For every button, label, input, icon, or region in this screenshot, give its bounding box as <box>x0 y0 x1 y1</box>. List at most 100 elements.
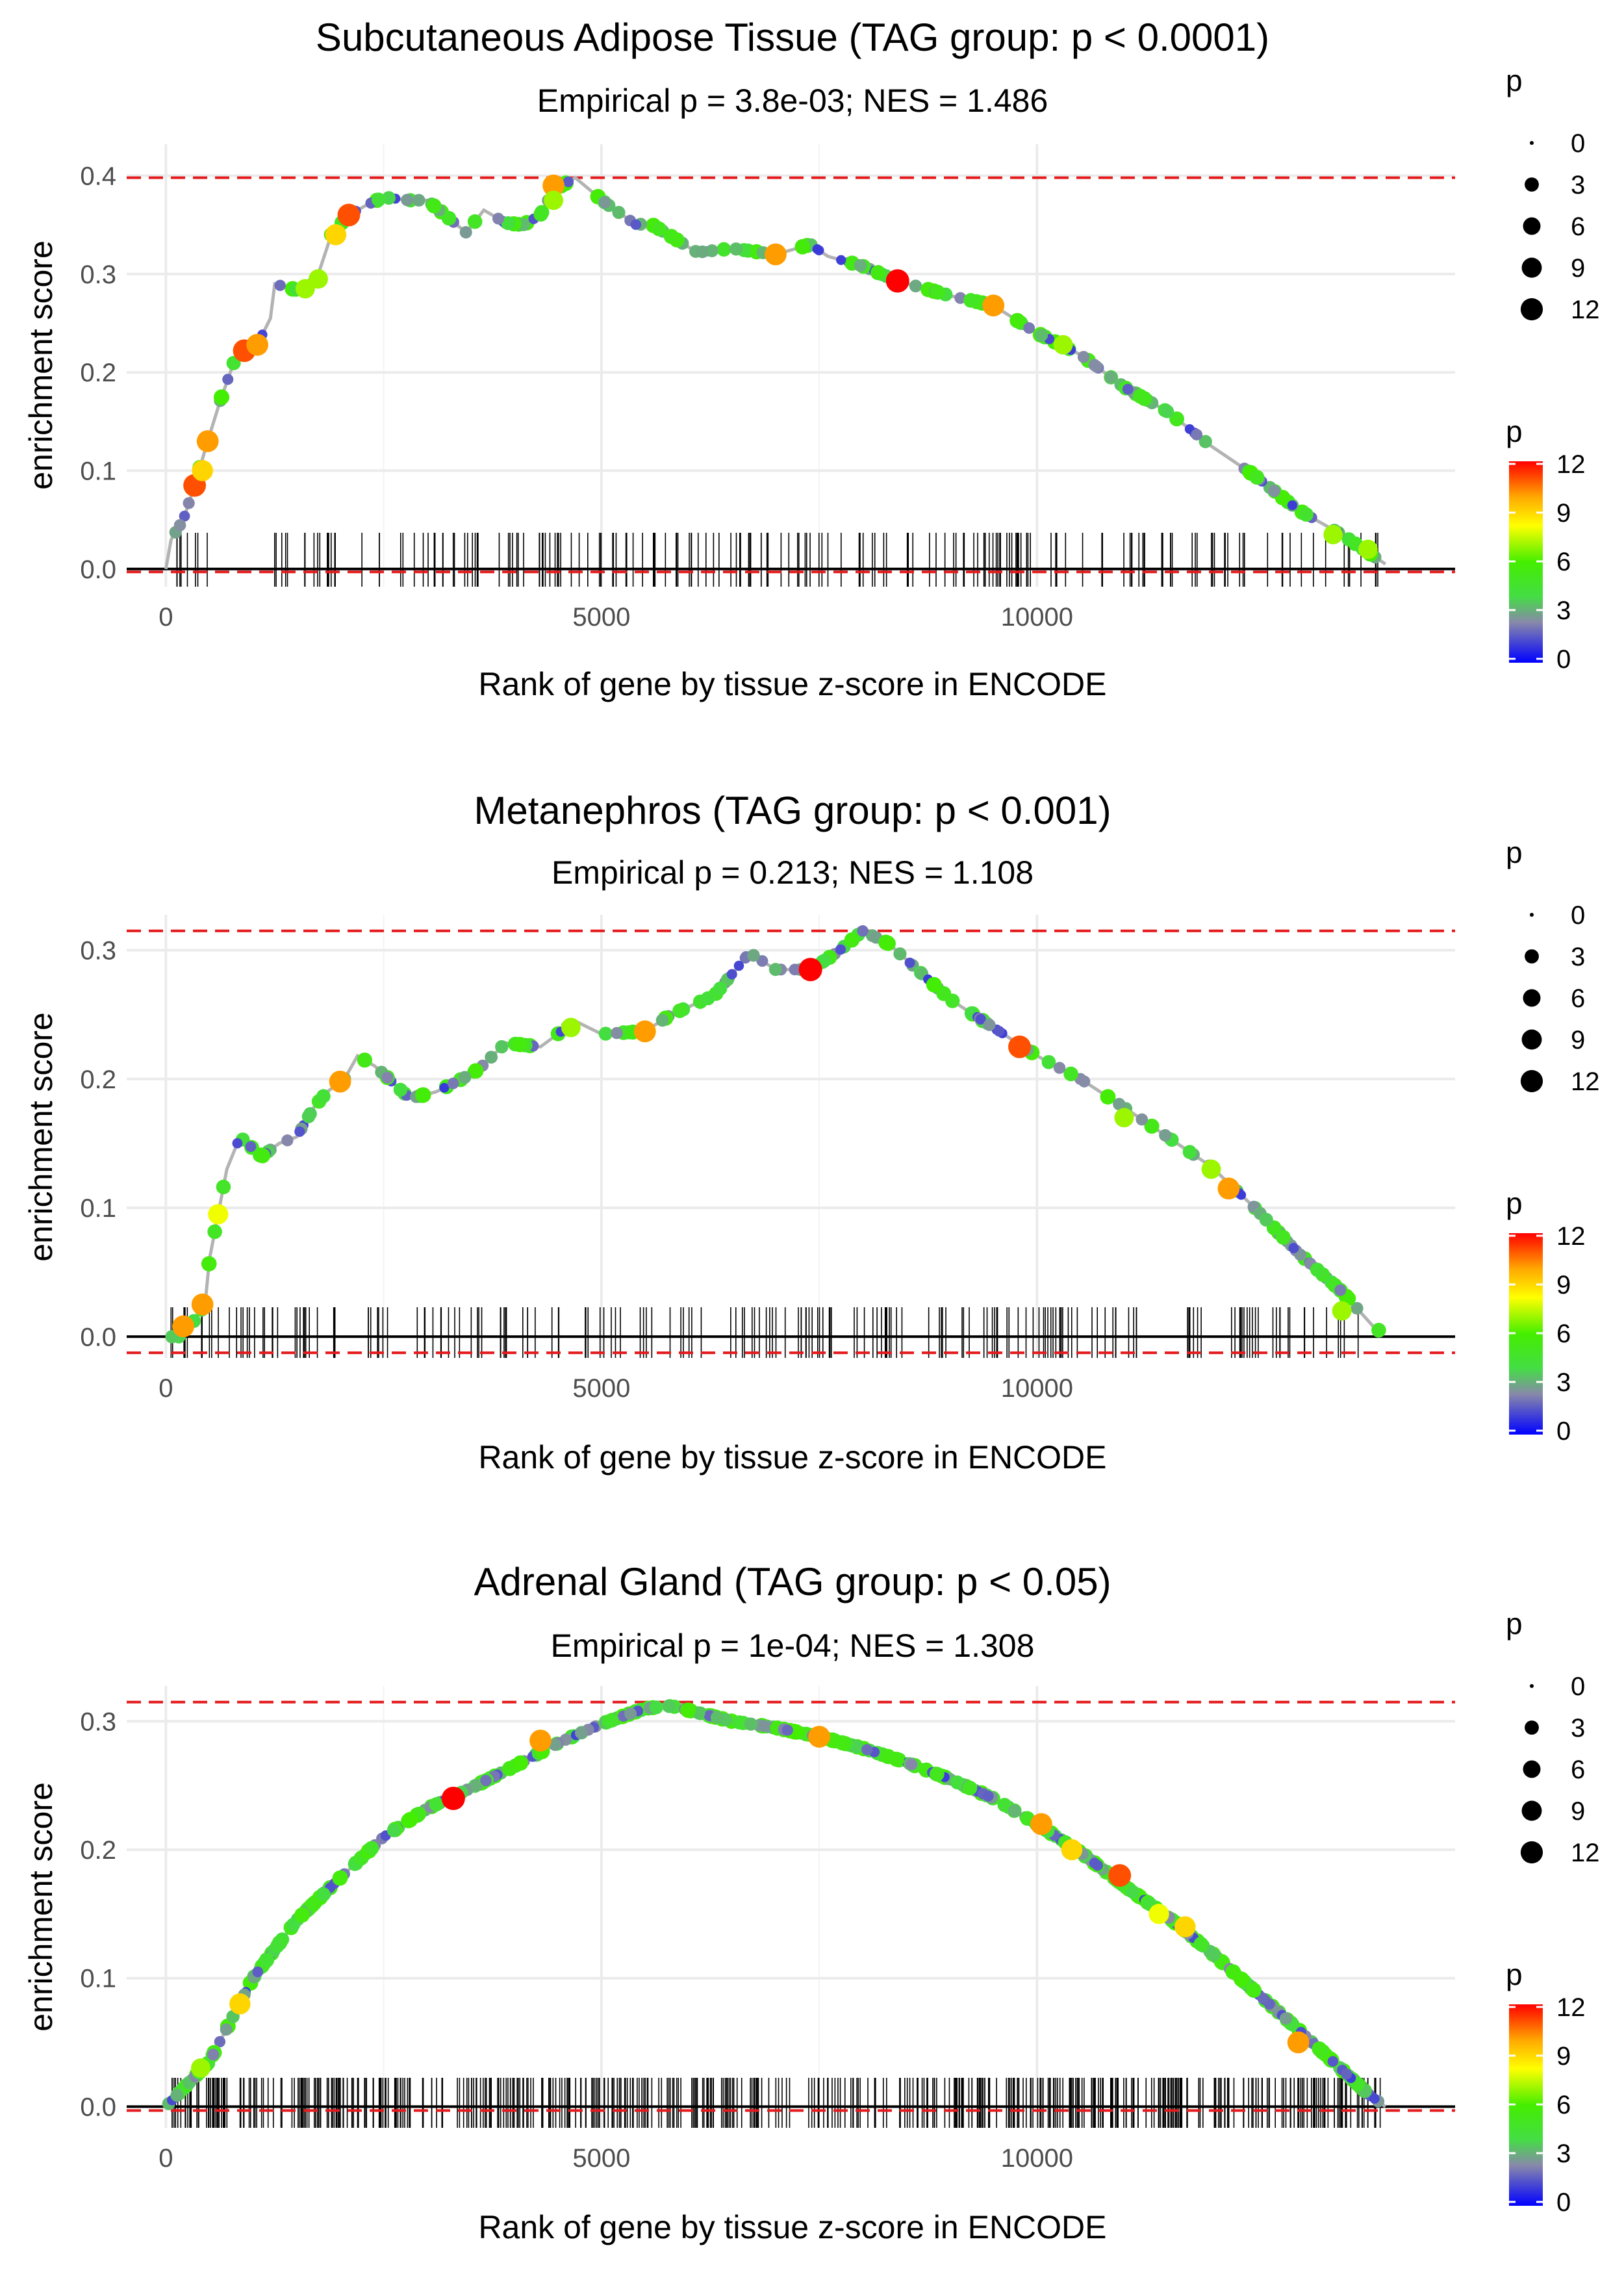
gene-point <box>1199 435 1212 448</box>
gene-point <box>270 1938 285 1953</box>
plot-area: 0 5000 10000 0.0 0.1 0.2 0.3 <box>80 1686 1455 2173</box>
colorbar-label: 6 <box>1556 548 1571 576</box>
size-legend-title: p <box>1506 64 1523 97</box>
gene-point <box>651 221 666 236</box>
gene-point-highlight <box>325 224 347 246</box>
gene-point-highlight <box>544 190 564 211</box>
legend: p 0 3 6 9 12 p 0 3 6 9 12 <box>1506 836 1600 1446</box>
enrichment-curve <box>166 928 1378 1338</box>
gene-point <box>680 1702 696 1718</box>
gene-point <box>381 1071 394 1084</box>
gene-point <box>1160 404 1174 418</box>
gene-point <box>512 1036 528 1053</box>
gene-point-highlight <box>542 174 565 197</box>
gene-point-highlight <box>191 2058 210 2078</box>
gene-point <box>963 292 978 308</box>
size-legend-dot <box>1520 1841 1543 1864</box>
gene-point <box>441 211 457 226</box>
gene-point <box>789 964 801 976</box>
colorbar-label: 12 <box>1556 450 1586 479</box>
gene-point <box>717 242 731 257</box>
gene-point <box>893 947 907 961</box>
gene-point-highlight <box>561 1017 581 1038</box>
size-legend-dot <box>1521 1029 1542 1050</box>
colorbar-label: 9 <box>1556 499 1571 528</box>
gene-point <box>447 1077 459 1090</box>
gene-point <box>982 1791 994 1802</box>
gene-point <box>467 214 483 229</box>
gene-point-highlight <box>208 1204 229 1225</box>
gene-point-highlight <box>191 1293 214 1316</box>
gene-point <box>332 1870 348 1886</box>
colorbar-label: 9 <box>1556 1271 1571 1299</box>
size-legend-label: 6 <box>1571 984 1585 1013</box>
size-legend-dot <box>1521 257 1542 278</box>
gene-point <box>889 1752 904 1767</box>
gene-point <box>1207 1948 1221 1962</box>
x-tick-label: 0 <box>159 2144 173 2173</box>
x-tick-label: 10000 <box>1001 603 1073 632</box>
gene-point <box>710 1711 724 1724</box>
gene-point <box>480 1774 492 1787</box>
gene-point <box>1104 370 1118 384</box>
y-tick-label: 0.0 <box>80 2093 116 2121</box>
gene-point <box>909 279 922 292</box>
gene-point <box>548 1738 561 1751</box>
size-legend-dot <box>1525 1720 1539 1735</box>
gene-point <box>501 216 515 231</box>
gene-point <box>274 279 286 291</box>
gene-point-highlight <box>1030 1813 1052 1835</box>
size-legend-label: 12 <box>1571 296 1600 324</box>
gene-point-highlight <box>1053 335 1073 355</box>
legend: p 0 3 6 9 12 p 0 3 6 9 12 <box>1506 1607 1600 2217</box>
gene-point <box>603 1713 619 1728</box>
gene-point <box>962 1780 978 1796</box>
gene-point <box>975 1014 986 1025</box>
gene-point <box>1310 1262 1325 1277</box>
gene-point <box>513 1755 529 1771</box>
y-tick-label: 0.1 <box>80 457 116 485</box>
gene-point <box>611 1027 623 1040</box>
size-legend-dot <box>1530 141 1534 145</box>
gene-point-highlight <box>1332 1301 1352 1321</box>
gene-point <box>222 374 234 385</box>
y-tick-label: 0.1 <box>80 1965 116 1993</box>
gene-point <box>1041 1054 1056 1069</box>
gene-point-highlight <box>885 269 909 293</box>
gene-point <box>994 1026 1005 1037</box>
gene-point-highlight <box>982 294 1005 317</box>
gene-point <box>836 255 846 265</box>
gene-point <box>854 259 867 272</box>
colorbar-label: 3 <box>1556 596 1571 625</box>
gene-point <box>1089 1858 1100 1869</box>
gene-point <box>598 1027 613 1041</box>
gene-point <box>768 963 782 977</box>
size-legend-dot <box>1523 989 1541 1007</box>
gene-point <box>929 1767 945 1782</box>
gene-point <box>781 1724 793 1736</box>
gene-point <box>926 977 942 993</box>
gene-point <box>301 1110 316 1123</box>
gene-point-highlight <box>1108 1864 1132 1887</box>
gene-point-highlight <box>441 1786 465 1810</box>
gene-point <box>1279 2012 1293 2025</box>
x-axis-label: Rank of gene by tissue z-score in ENCODE <box>478 2209 1106 2245</box>
gene-point-highlight <box>1008 1035 1031 1058</box>
gene-point-highlight <box>172 1315 195 1338</box>
gene-point <box>954 292 967 304</box>
gene-point-highlight <box>229 1993 251 2015</box>
gene-point-highlight <box>246 333 269 356</box>
color-legend-title: p <box>1506 1186 1523 1220</box>
gene-point <box>574 1726 588 1739</box>
gene-point <box>1136 390 1152 406</box>
gene-point <box>387 1823 401 1837</box>
gene-point <box>756 955 768 967</box>
size-legend-dot <box>1521 1800 1542 1821</box>
gene-point <box>1063 1066 1078 1082</box>
gene-point <box>696 245 709 259</box>
gene-point <box>412 194 425 207</box>
gene-point <box>426 198 442 214</box>
size-legend-dot <box>1523 217 1541 235</box>
colorbar-label: 0 <box>1556 645 1571 674</box>
